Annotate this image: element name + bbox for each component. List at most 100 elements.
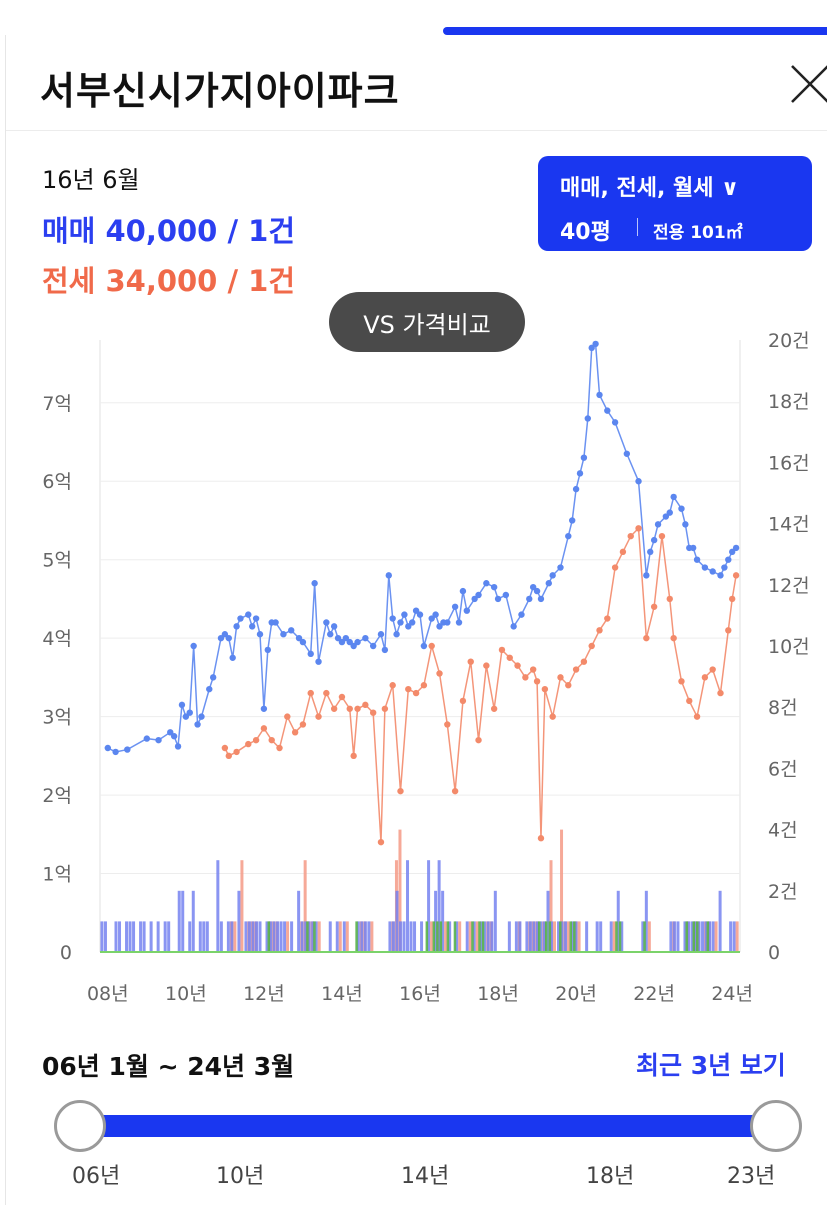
jeonse-volume-bar xyxy=(735,921,739,952)
jeonse-price-point xyxy=(245,740,252,748)
sale-price-point xyxy=(494,595,502,603)
sale-price-point xyxy=(604,407,611,414)
sale-volume-bar xyxy=(177,890,181,952)
sale-summary: 매매 40,000 / 1건 xyxy=(42,214,296,248)
jeonse-price-point xyxy=(436,670,443,677)
monthly-volume-bar xyxy=(537,921,541,952)
monthly-volume-bar xyxy=(618,921,622,952)
sale-volume-bar xyxy=(441,890,445,952)
sale-price-point xyxy=(393,631,400,638)
y-right-tick-label: 2건 xyxy=(768,881,798,903)
jeonse-price-point xyxy=(381,705,389,712)
y-left-tick-label: 0 xyxy=(60,942,72,964)
sale-price-point xyxy=(143,735,151,742)
jeonse-price-point xyxy=(389,682,396,689)
sale-price-point xyxy=(178,701,186,709)
sale-price-point xyxy=(588,344,595,352)
range-slider-track[interactable] xyxy=(80,1115,775,1137)
sale-price-point xyxy=(190,642,197,650)
range-slider-end-handle[interactable] xyxy=(750,1100,802,1152)
jeonse-price-point xyxy=(514,662,521,669)
jeonse-volume-bar xyxy=(303,860,307,952)
sale-volume-bar xyxy=(356,921,360,952)
sale-price-point xyxy=(330,623,338,630)
sale-volume-bar xyxy=(247,921,251,952)
sale-volume-bar xyxy=(479,921,483,952)
sale-price-point xyxy=(233,623,240,630)
sale-volume-bar xyxy=(254,921,258,952)
sale-price-point xyxy=(295,634,303,642)
monthly-volume-bar xyxy=(696,921,699,952)
sale-volume-bar xyxy=(539,921,543,952)
sale-price-point xyxy=(408,619,416,626)
slider-tick-label: 18년 xyxy=(586,1164,635,1189)
sale-volume-bar xyxy=(571,921,575,952)
jeonse-price-point xyxy=(354,705,361,712)
sale-price-point xyxy=(405,623,412,630)
sale-volume-bar xyxy=(125,921,129,952)
jeonse-price-point xyxy=(268,736,275,744)
sale-price-point xyxy=(670,493,677,501)
jeonse-price-point xyxy=(483,662,490,669)
x-tick-label: 10년 xyxy=(165,983,207,1005)
x-tick-label: 08년 xyxy=(87,983,129,1005)
monthly-volume-bar xyxy=(306,921,309,952)
sale-volume-bar xyxy=(704,921,708,952)
jeonse-price-point xyxy=(299,721,307,728)
monthly-volume-bar xyxy=(559,921,562,952)
sale-volume-bar xyxy=(711,921,715,952)
sale-volume-bar xyxy=(732,921,736,952)
sale-volume-bar xyxy=(198,921,202,952)
sale-price-point xyxy=(369,642,377,650)
jeonse-price-point xyxy=(522,674,529,681)
size-label: 40평 xyxy=(560,220,611,245)
sale-volume-bar xyxy=(676,921,680,952)
sale-volume-bar xyxy=(304,921,308,952)
sale-volume-bar xyxy=(163,921,167,952)
sale-price-point xyxy=(260,705,268,712)
vs-compare-button[interactable]: VS 가격비교 xyxy=(329,292,525,352)
sale-volume-bar xyxy=(272,921,276,952)
sale-price-point xyxy=(124,746,131,753)
sale-price-point xyxy=(221,631,229,638)
deal-type-filter-button[interactable]: 매매, 전세, 월세 ∨ 40평 전용 101㎡ xyxy=(538,156,812,251)
sale-volume-bar xyxy=(669,921,673,952)
jeonse-price-point xyxy=(276,744,283,752)
sale-volume-bar xyxy=(279,921,283,952)
y-right-tick-label: 18건 xyxy=(768,391,810,413)
jeonse-price-point xyxy=(412,689,420,697)
close-button[interactable] xyxy=(788,62,827,106)
sale-price-point xyxy=(533,587,541,595)
sale-volume-bar xyxy=(697,921,701,952)
sale-price-point xyxy=(182,713,190,720)
y-right-tick-label: 14건 xyxy=(768,514,810,536)
sale-price-point xyxy=(475,591,482,599)
sale-volume-bar xyxy=(307,921,311,952)
jeonse-price-point xyxy=(619,548,627,556)
sale-volume-bar xyxy=(191,890,195,952)
jeonse-volume-bar xyxy=(338,921,342,952)
jeonse-price-point xyxy=(717,689,724,697)
y-left-tick-label: 7억 xyxy=(42,393,72,415)
jeonse-price-point xyxy=(725,627,732,634)
y-left-tick-label: 1억 xyxy=(42,864,72,886)
sale-price-point xyxy=(654,521,662,528)
sale-price-point xyxy=(717,572,724,579)
sale-price-point xyxy=(436,623,443,630)
range-slider-start-handle[interactable] xyxy=(54,1100,106,1152)
sale-price-point xyxy=(237,615,244,622)
jeonse-price-point xyxy=(686,697,693,705)
recent-3y-link[interactable]: 최근 3년 보기 xyxy=(636,1051,786,1080)
sale-price-point xyxy=(174,743,182,750)
monthly-volume-bar xyxy=(643,921,646,952)
jeonse-price-point xyxy=(346,705,353,712)
sale-volume-bar xyxy=(202,921,206,952)
jeonse-summary: 전세 34,000 / 1건 xyxy=(42,264,296,298)
jeonse-volume-bar xyxy=(240,860,244,952)
sale-volume-bar xyxy=(483,921,487,952)
sale-price-point xyxy=(502,591,510,599)
jeonse-price-point xyxy=(678,678,685,685)
price-chart[interactable]: 0 1억 2억 3억 4억 5억 6억 7억 0 2건 4건 6건 8건 10건 12건 14건 16건 18건 2… xyxy=(0,330,827,1030)
jeonse-price-point xyxy=(529,666,537,673)
sale-price-point xyxy=(623,450,631,457)
